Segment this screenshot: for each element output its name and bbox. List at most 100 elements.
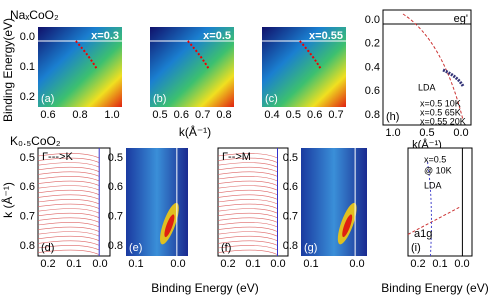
y-tick-label: 0.2 [365, 38, 380, 50]
x-tick-label: 0.1 [432, 258, 447, 270]
heatmap [262, 27, 346, 107]
edc-curve [37, 171, 100, 177]
y-tick-label: 0.5 [108, 152, 123, 164]
y-tick-label: 0.7 [20, 211, 35, 223]
x-tick-label: 1.0 [104, 109, 119, 121]
bottom-x-axis-label-right: Binding Energy (eV) [381, 281, 488, 295]
panel-label: (h) [386, 111, 399, 123]
edc-curve [37, 199, 100, 205]
panel-label: (i) [411, 242, 421, 254]
edc-curve [37, 162, 100, 168]
y-tick-label: 0.4 [365, 61, 380, 73]
y-tick-label: 0.7 [283, 211, 298, 223]
y-tick-label: 0.8 [283, 240, 298, 252]
panel-tag: x=0.3 [91, 30, 119, 42]
x-tick-label: 0.0 [349, 258, 364, 270]
y-tick-label: 0.6 [20, 181, 35, 193]
x-tick-label: 0.6 [40, 109, 55, 121]
edc-curve [217, 162, 278, 168]
legend-entry: @ 10K [424, 165, 452, 175]
intensity-core [164, 214, 175, 238]
panel-label: (c) [265, 93, 278, 105]
x-tick-label: 0.1 [66, 258, 81, 270]
bottom-x-axis-label: Binding Energy (eV) [151, 281, 258, 295]
edc-curve [37, 217, 100, 223]
panel-tag: x=0.55 [309, 30, 343, 42]
edc-curve [37, 231, 100, 237]
panel-tag: x=0.5 [203, 30, 231, 42]
x-tick-label: 0.6 [307, 109, 322, 121]
panel-label: (e) [129, 242, 142, 254]
panel-label: (f) [221, 242, 231, 254]
panel-label: (a) [41, 93, 54, 105]
edc-curve [217, 203, 278, 209]
edc-curve [217, 189, 278, 196]
edc-curve [37, 208, 100, 214]
edc-curve [37, 189, 100, 196]
x-tick-label: 0.2 [220, 258, 235, 270]
edc-curve [217, 240, 278, 246]
x-tick-label: 0.1 [303, 258, 318, 270]
panel-tag: a1g [414, 228, 432, 240]
y-tick-label: 0.8 [365, 109, 380, 121]
edc-curve [37, 222, 100, 228]
edc-curve [37, 180, 100, 186]
x-tick-label: 0.0 [453, 127, 468, 139]
panel-frame [37, 147, 111, 257]
bottom-y-axis-label: k (Å⁻¹) [0, 182, 15, 218]
edc-curve [217, 231, 278, 237]
edc-curve [37, 245, 100, 251]
panel-frame [407, 147, 473, 257]
edc-curve [37, 249, 100, 255]
edc-curve [217, 176, 278, 182]
heatmap [150, 27, 234, 107]
y-tick-label: 0.6 [365, 85, 380, 97]
top-y-axis-label: Binding Energy(eV) [1, 18, 15, 122]
x-tick-label: 0.2 [410, 258, 425, 270]
top-compound: NaₓCoO₂ [10, 8, 59, 22]
edc-curve [37, 212, 100, 219]
legend-entry: x=0.55 20K [420, 116, 466, 126]
legend-entry: x=0.5 65K [420, 107, 461, 117]
x-tick-label: 0.5 [152, 109, 167, 121]
y-tick-label: 0.8 [20, 240, 35, 252]
top-x-axis-label: k(Å⁻¹) [179, 124, 211, 139]
dispersion [299, 40, 322, 70]
bottom-compound: K₀.₅CoO₂ [10, 134, 61, 148]
x-tick-label: 0.0 [270, 258, 285, 270]
edc-curve [217, 185, 278, 191]
lda-curve [402, 13, 464, 121]
heatmap [301, 148, 367, 256]
y-tick-label: 0.5 [20, 152, 35, 164]
y-tick-label: 0.8 [108, 240, 123, 252]
edc-curve [37, 153, 100, 159]
x-tick-label: 0.1 [128, 258, 143, 270]
edc-curve [37, 157, 100, 163]
edc-curve [217, 226, 278, 232]
x-tick-label: 0.0 [454, 258, 469, 270]
x-tick-label: 0.0 [92, 258, 107, 270]
edc-curve [37, 176, 100, 182]
y-tick-label: 0.1 [20, 61, 35, 73]
edc-curve [217, 212, 278, 219]
panel-label: (g) [304, 242, 317, 254]
edc-curve [217, 194, 278, 200]
edc-curve [217, 199, 278, 205]
y-tick-label: 0.2 [20, 91, 35, 103]
legend-entry: x=0.5 10K [420, 98, 461, 108]
edc-curve [37, 166, 100, 173]
edc-curve [37, 235, 100, 242]
x-tick-label: 0.1 [245, 258, 260, 270]
x-tick-label: 0.7 [195, 109, 210, 121]
panel-frame [217, 147, 289, 257]
edc-curve [217, 153, 278, 159]
x-tick-label: 0.8 [72, 109, 87, 121]
edc-curve [37, 194, 100, 200]
panel-frame [382, 9, 472, 126]
dispersion [187, 40, 210, 70]
panel-tag: Γ-->M [222, 151, 251, 163]
edc-curve [37, 185, 100, 191]
y-tick-label: 0.6 [108, 181, 123, 193]
panel-label: (d) [41, 242, 54, 254]
